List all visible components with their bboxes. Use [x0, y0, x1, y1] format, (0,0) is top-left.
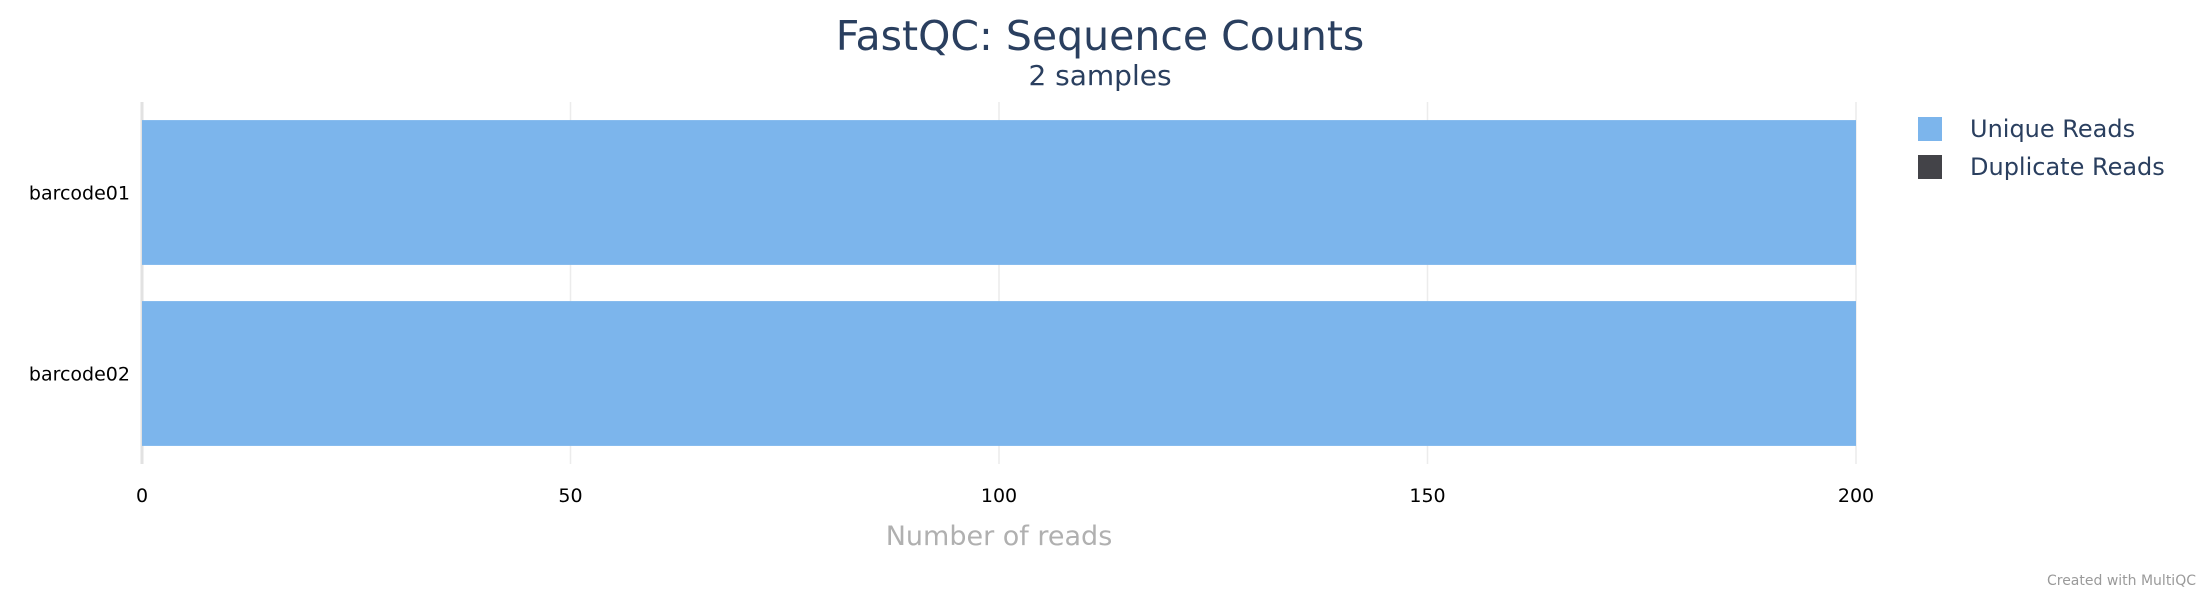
x-tick-label: 0 — [136, 485, 148, 507]
legend-swatch-duplicate-reads[interactable] — [1918, 155, 1942, 179]
bar-barcode02-unique-reads[interactable] — [142, 301, 1856, 446]
chart-subtitle: 2 samples — [1028, 59, 1171, 92]
bar-barcode01-unique-reads[interactable] — [142, 120, 1856, 265]
x-tick-labels: 0 50 100 150 200 — [136, 485, 1874, 507]
x-tick-label: 200 — [1838, 485, 1874, 507]
legend[interactable]: Unique Reads Duplicate Reads — [1918, 115, 2165, 181]
chart-title: FastQC: Sequence Counts — [836, 12, 1365, 60]
y-tick-label-barcode01: barcode01 — [29, 183, 130, 205]
legend-swatch-unique-reads[interactable] — [1918, 117, 1942, 141]
x-tick-label: 100 — [981, 485, 1017, 507]
x-tick-label: 150 — [1409, 485, 1445, 507]
x-axis-label: Number of reads — [886, 521, 1113, 552]
y-tick-labels: barcode01 barcode02 — [29, 183, 130, 386]
multiqc-credit: Created with MultiQC — [2047, 573, 2196, 589]
x-tick-label: 50 — [558, 485, 582, 507]
bars-group[interactable] — [142, 120, 1856, 446]
legend-label-unique-reads[interactable]: Unique Reads — [1970, 115, 2135, 143]
y-tick-label-barcode02: barcode02 — [29, 364, 130, 386]
legend-label-duplicate-reads[interactable]: Duplicate Reads — [1970, 153, 2165, 181]
